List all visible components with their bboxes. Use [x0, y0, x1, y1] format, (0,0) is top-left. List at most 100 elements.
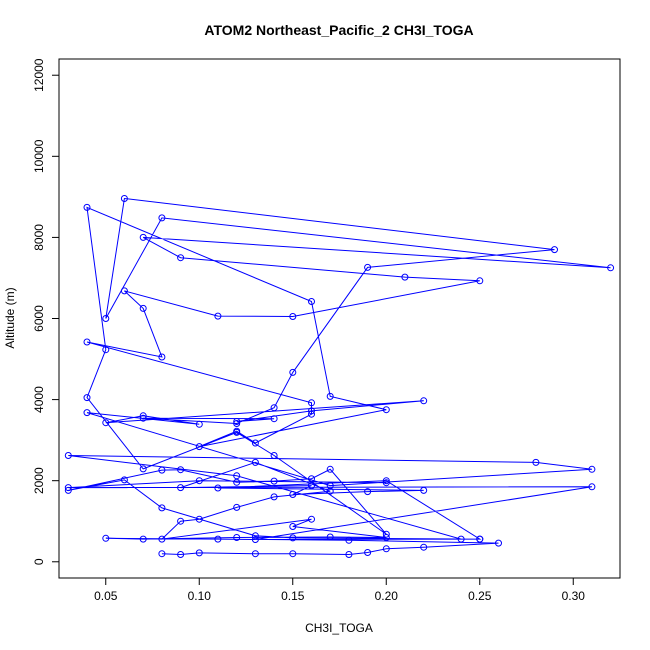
data-point — [326, 482, 334, 490]
data-point — [177, 254, 185, 262]
chart-title: ATOM2 Northeast_Pacific_2 CH3I_TOGA — [204, 22, 473, 38]
y-tick-label: 0 — [32, 558, 46, 565]
data-point — [139, 412, 147, 420]
data-point — [476, 277, 484, 285]
data-point — [382, 477, 390, 485]
data-point — [270, 452, 278, 459]
data-point — [308, 482, 315, 490]
data-point — [251, 532, 259, 540]
data-point — [364, 263, 372, 271]
data-point — [195, 515, 203, 523]
data-point — [83, 409, 91, 417]
data-point — [158, 535, 166, 543]
data-point — [289, 550, 297, 558]
x-tick-label: 0.25 — [468, 589, 492, 603]
data-point — [83, 203, 91, 211]
data-point — [588, 483, 596, 491]
data-point — [139, 304, 147, 312]
data-point — [102, 419, 110, 427]
data-point — [139, 465, 147, 473]
y-tick-label: 2000 — [32, 467, 46, 494]
data-point — [308, 298, 315, 305]
data-point — [195, 477, 203, 485]
data-point — [270, 493, 278, 501]
data-point — [364, 488, 372, 496]
series-line — [68, 197, 611, 556]
data-point — [195, 420, 203, 428]
y-tick-label: 8000 — [32, 224, 46, 251]
data-point — [158, 353, 166, 361]
data-point — [120, 287, 128, 295]
data-point — [289, 523, 297, 530]
data-point — [251, 536, 259, 543]
data-point — [364, 549, 372, 556]
data-point — [420, 486, 428, 494]
data-point — [139, 535, 147, 543]
data-point — [83, 394, 91, 402]
data-point — [270, 415, 278, 423]
data-point — [607, 264, 615, 272]
data-point — [308, 399, 315, 407]
data-point — [120, 195, 128, 202]
x-axis: 0.05 0.10 0.15 0.20 0.25 0.30 — [94, 577, 585, 603]
data-point — [345, 551, 353, 558]
data-point — [233, 427, 241, 435]
data-point — [382, 406, 390, 414]
data-point — [102, 534, 110, 542]
y-tick-label: 4000 — [32, 386, 46, 413]
data-point — [308, 410, 315, 418]
data-point — [83, 338, 91, 346]
data-point — [326, 533, 334, 541]
data-point — [308, 407, 315, 415]
data-point — [457, 535, 465, 543]
data-point — [289, 534, 297, 542]
x-tick-label: 0.10 — [188, 589, 212, 603]
data-point — [308, 475, 315, 483]
data-point — [195, 443, 203, 451]
x-axis-label: CH3I_TOGA — [305, 621, 373, 635]
data-point — [326, 392, 334, 400]
data-point — [289, 368, 297, 376]
data-point — [420, 543, 428, 551]
data-point — [214, 484, 222, 492]
y-tick-label: 12000 — [32, 58, 46, 92]
data-point — [177, 551, 185, 558]
data-point — [64, 452, 72, 459]
data-point — [308, 515, 315, 523]
data-point — [270, 404, 278, 412]
data-point — [139, 233, 147, 241]
data-point — [102, 346, 110, 354]
data-point — [64, 486, 72, 494]
data-point — [326, 465, 334, 473]
data-point — [233, 503, 241, 511]
data-point — [195, 549, 203, 557]
data-point — [382, 534, 390, 541]
data-point — [251, 439, 259, 447]
data-point — [177, 466, 185, 474]
data-point — [251, 458, 259, 466]
plot-area — [64, 195, 615, 558]
data-point — [289, 313, 297, 320]
x-tick-label: 0.05 — [94, 589, 118, 603]
data-point — [158, 466, 166, 474]
y-axis: 0 2000 4000 6000 8000 10000 12000 — [32, 58, 60, 565]
data-point — [345, 536, 353, 544]
data-point — [401, 273, 409, 281]
data-point — [382, 530, 390, 538]
data-point — [177, 484, 185, 492]
y-axis-label: Altitude (m) — [3, 287, 17, 348]
data-point — [233, 420, 241, 427]
data-point — [588, 465, 596, 473]
data-point — [382, 479, 390, 487]
data-point — [233, 534, 241, 541]
data-point — [270, 477, 278, 485]
data-point — [158, 214, 166, 222]
x-tick-label: 0.20 — [375, 589, 399, 603]
y-tick-label: 10000 — [32, 139, 46, 173]
data-point — [64, 484, 72, 492]
data-point — [139, 414, 147, 422]
data-point — [532, 458, 540, 466]
data-point — [495, 539, 502, 547]
data-point — [158, 550, 166, 558]
